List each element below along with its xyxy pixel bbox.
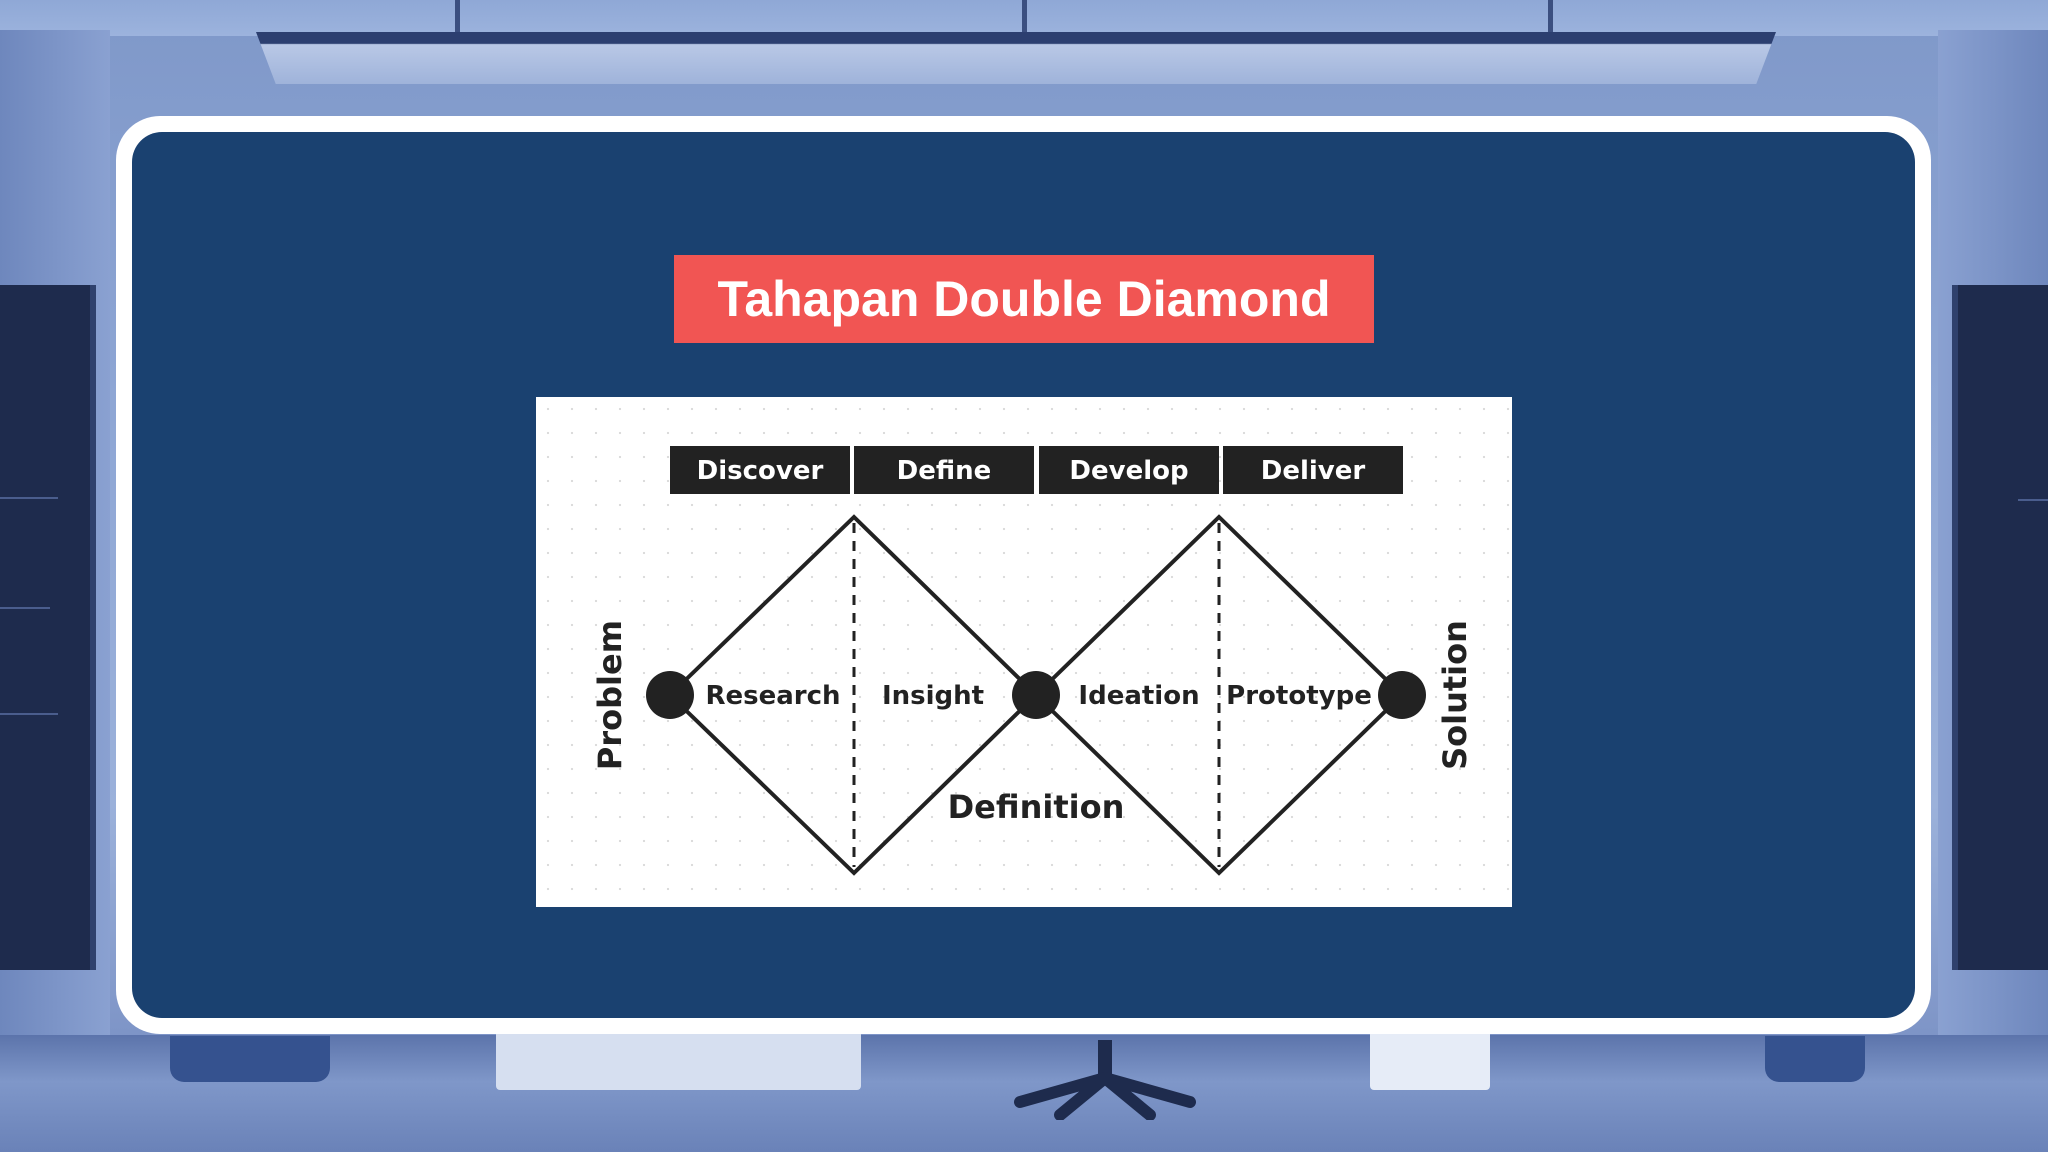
- shelf-line: [0, 607, 50, 609]
- chair-base: [1014, 1040, 1196, 1120]
- shelf-line: [0, 713, 58, 715]
- bookshelf-left: [0, 285, 96, 970]
- bin: [1765, 1036, 1865, 1082]
- light-rod: [1022, 0, 1027, 34]
- stage-label-develop: Develop: [1069, 456, 1188, 486]
- stage-label-define: Define: [897, 456, 992, 486]
- stage-box-develop: Develop: [1039, 446, 1219, 494]
- shelf-line: [2018, 499, 2048, 501]
- label-definition: Definition: [948, 788, 1125, 826]
- slide-title: Tahapan Double Diamond: [717, 271, 1331, 327]
- label-problem: Problem: [591, 620, 629, 770]
- bookshelf-right: [1952, 285, 2048, 970]
- light-rod: [1548, 0, 1553, 34]
- activity-research: Research: [705, 681, 840, 711]
- light-rod: [455, 0, 460, 34]
- node-definition: [1012, 671, 1060, 719]
- double-diamond-diagram: Discover Define Develop Deliver: [536, 397, 1512, 907]
- stage-box-discover: Discover: [670, 446, 850, 494]
- floor: [0, 1035, 2048, 1152]
- stage-box-define: Define: [854, 446, 1034, 494]
- activity-insight: Insight: [882, 681, 984, 711]
- node-problem: [646, 671, 694, 719]
- title-banner: Tahapan Double Diamond: [674, 255, 1374, 343]
- activity-prototype: Prototype: [1226, 681, 1372, 711]
- bookcase: [1370, 1030, 1490, 1090]
- bin: [170, 1036, 330, 1082]
- stage-label-deliver: Deliver: [1261, 456, 1366, 486]
- activity-ideation: Ideation: [1078, 681, 1199, 711]
- desk: [496, 1030, 861, 1090]
- shelf-line: [0, 497, 58, 499]
- stage-box-deliver: Deliver: [1223, 446, 1403, 494]
- ceiling-light: [256, 32, 1776, 84]
- node-solution: [1378, 671, 1426, 719]
- stage-label-discover: Discover: [697, 456, 824, 486]
- label-solution: Solution: [1436, 620, 1474, 770]
